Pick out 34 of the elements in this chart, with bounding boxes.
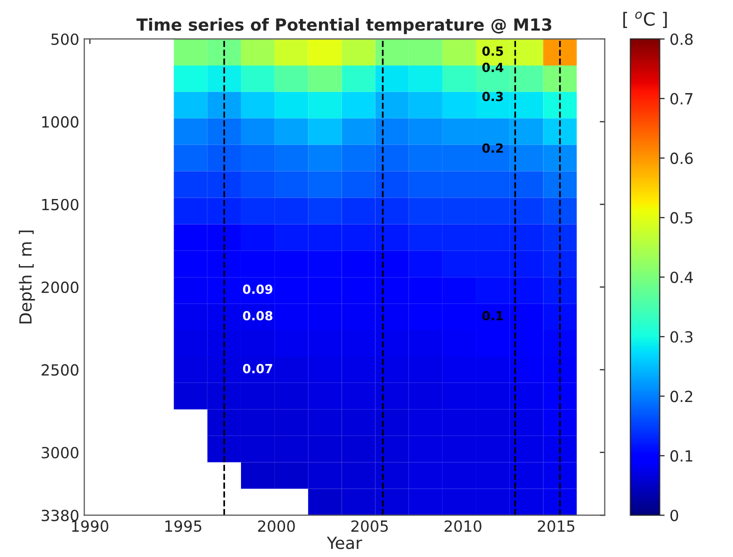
color-bar-label: 0.3 (670, 331, 692, 343)
color-bar-title: [ $^{o}$C ] (623, 12, 667, 28)
x-tick-label: 2000 (258, 520, 295, 532)
color-bar-label: 0.7 (670, 92, 692, 105)
annotation: 0.1 (482, 310, 504, 320)
annotation: 0.3 (482, 92, 503, 102)
annotation: 0.4 (482, 62, 504, 72)
color-bar-label: 0.8 (670, 33, 693, 46)
color-bar-label: 0 (670, 510, 678, 522)
y-tick-label: 1000 (42, 116, 78, 128)
color-bar-label: 0.1 (670, 450, 692, 462)
y-tick-label: 2500 (42, 364, 78, 376)
y-tick-label: 3380 (42, 510, 78, 522)
x-tick-label: 1990 (72, 520, 108, 532)
x-tick-label: 2015 (538, 520, 574, 532)
annotation: 0.09 (242, 284, 272, 294)
y-tick-label: 3000 (42, 446, 78, 458)
x-tick-label: 2005 (351, 520, 388, 532)
annotation: 0.08 (242, 310, 272, 320)
x-tick-label: 1995 (165, 520, 202, 532)
x-axis-title: Year (326, 536, 362, 550)
color-bar-label: 0.6 (670, 152, 693, 164)
color-bar-label: 0.5 (670, 212, 692, 224)
chart-title: Time series of Potential temperature @ M13 (136, 18, 552, 34)
color-bar-label: 0.4 (670, 272, 693, 284)
annotation: 0.2 (482, 143, 503, 153)
x-tick-label: 2010 (444, 520, 482, 532)
annotation: 0.5 (482, 46, 504, 56)
y-axis-title: Depth [ m ] (18, 230, 35, 324)
y-tick-label: 500 (51, 33, 78, 46)
color-bar-label: 0.2 (670, 390, 692, 402)
annotation: 0.07 (242, 364, 272, 374)
y-tick-label: 2000 (42, 281, 78, 294)
y-tick-label: 1500 (42, 198, 78, 210)
